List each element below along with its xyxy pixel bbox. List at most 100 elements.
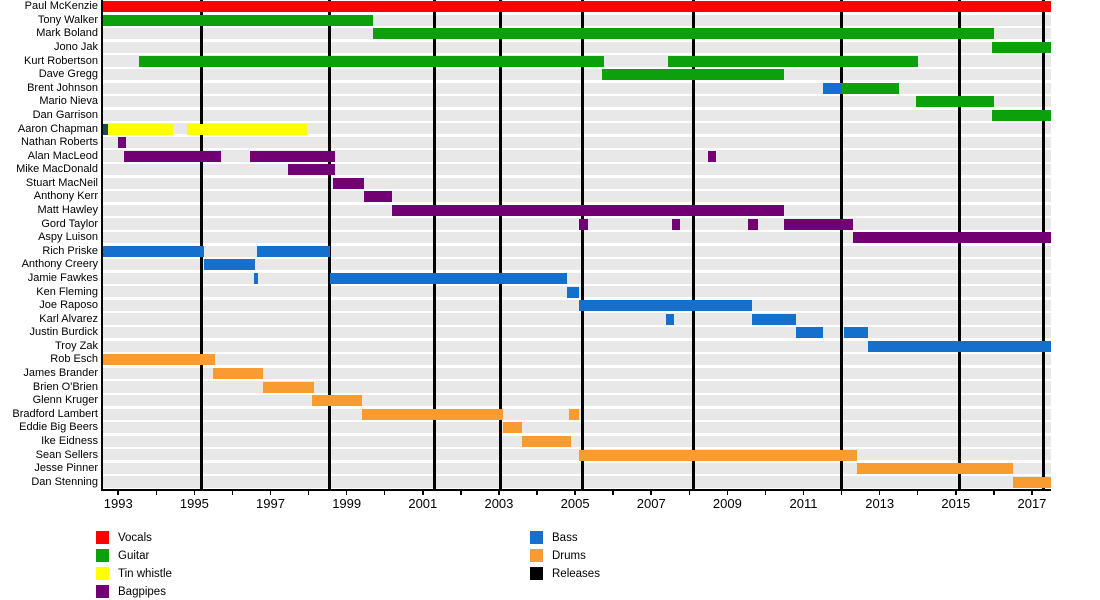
member-label: Aspy Luison [38, 231, 98, 244]
member-label: Justin Burdick [29, 326, 98, 339]
member-bar [103, 1, 1051, 13]
member-label: Matt Hawley [37, 204, 98, 217]
legend-swatch [96, 549, 109, 562]
legend-swatch [530, 549, 543, 562]
year-tick [878, 491, 881, 495]
member-bar [373, 28, 994, 40]
row-stripe [103, 259, 1051, 271]
member-label: Kurt Robertson [24, 54, 98, 67]
year-label: 2001 [408, 496, 438, 511]
year-label: 2007 [636, 496, 666, 511]
member-bar [262, 381, 315, 393]
member-label: Karl Alvarez [39, 312, 98, 325]
member-bar [853, 232, 1051, 244]
row-stripe [103, 231, 1051, 244]
year-tick [688, 491, 691, 495]
row-stripe [103, 164, 1051, 176]
member-bar [186, 123, 307, 135]
legend-swatch [96, 585, 109, 598]
row-stripe [103, 96, 1051, 108]
member-bar [822, 82, 842, 94]
year-label: 2003 [484, 496, 514, 511]
row-stripe [103, 150, 1051, 162]
member-bar [312, 395, 362, 407]
year-tick [117, 491, 119, 495]
member-label: Anthony Creery [21, 258, 98, 271]
member-label: Alan MacLeod [27, 149, 98, 162]
year-tick [383, 491, 386, 495]
row-stripe [103, 136, 1051, 148]
year-label: 1999 [332, 496, 362, 511]
member-bar [578, 300, 753, 312]
member-label: Glenn Kruger [32, 394, 98, 407]
member-bar [666, 313, 675, 325]
year-tick [1031, 491, 1033, 495]
member-bar [1012, 476, 1051, 488]
year-tick [840, 491, 843, 495]
member-label: Mike MacDonald [16, 163, 98, 176]
year-label: 1993 [103, 496, 133, 511]
year-label: 1997 [256, 496, 285, 511]
member-label: Paul McKenzie [24, 0, 98, 13]
member-label: Brent Johnson [27, 81, 98, 94]
year-tick [422, 491, 424, 495]
member-label: Anthony Kerr [33, 190, 98, 203]
member-bar [856, 463, 1013, 475]
year-tick [993, 491, 995, 495]
member-label: Joe Raposo [39, 299, 98, 312]
row-stripe [103, 82, 1051, 94]
legend-swatch [96, 567, 109, 580]
legend-label: Tin whistle [118, 567, 172, 580]
member-label: Aaron Chapman [17, 122, 98, 135]
row-stripe [103, 109, 1051, 121]
release-line [581, 0, 585, 489]
year-tick [193, 491, 196, 495]
member-label: Rich Priske [42, 244, 98, 257]
member-bar [392, 205, 785, 217]
member-bar [795, 327, 823, 339]
release-line [958, 0, 962, 489]
member-label: Jamie Fawkes [27, 271, 98, 284]
member-bar [333, 177, 364, 189]
row-stripe [103, 476, 1051, 488]
member-label: Tony Walker [37, 13, 98, 26]
row-stripe [103, 41, 1051, 53]
row-stripe [103, 462, 1051, 474]
member-label: Bradford Lambert [12, 407, 98, 420]
member-bar [329, 272, 568, 284]
legend-swatch [96, 531, 109, 544]
row-stripe [103, 327, 1051, 339]
legend-swatch [530, 567, 543, 580]
row-stripe [103, 14, 1051, 26]
row-stripe [103, 367, 1051, 379]
year-tick [498, 491, 500, 495]
member-label: Dan Garrison [32, 108, 98, 121]
member-label: Troy Zak [55, 339, 98, 352]
row-stripe [103, 340, 1051, 352]
member-bar [287, 164, 336, 176]
member-bar [578, 218, 589, 230]
member-label: Gord Taylor [41, 217, 98, 230]
member-label: Jono Jak [53, 41, 98, 54]
year-label: 2009 [712, 496, 742, 511]
member-label: Ike Eidness [41, 434, 98, 447]
year-tick [574, 491, 576, 495]
year-tick [650, 491, 652, 495]
row-stripe [103, 354, 1051, 366]
member-bar [868, 340, 1051, 352]
member-bar [708, 150, 716, 162]
row-stripe [103, 68, 1051, 81]
release-line [499, 0, 503, 489]
year-tick [155, 491, 158, 495]
legend-label: Vocals [118, 531, 152, 544]
member-bar [107, 123, 174, 135]
release-line [691, 0, 695, 489]
release-line [200, 0, 204, 489]
member-bar [567, 286, 579, 298]
member-bar [991, 42, 1051, 54]
member-bar [752, 313, 796, 325]
release-line [328, 0, 332, 489]
member-label: Mark Boland [36, 27, 98, 40]
legend-label: Bagpipes [118, 585, 166, 598]
row-stripe [103, 191, 1051, 203]
